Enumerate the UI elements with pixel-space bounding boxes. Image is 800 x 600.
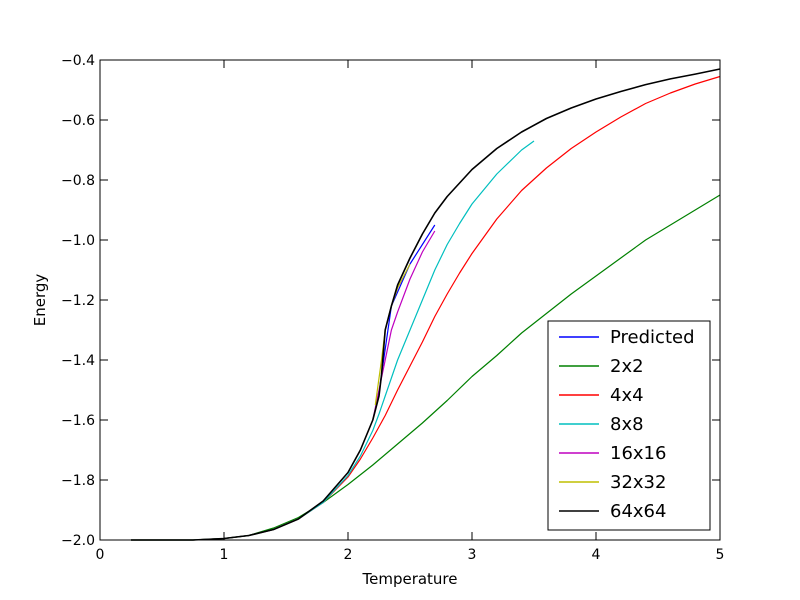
legend-box (547, 320, 711, 531)
y-tick-label: −1.4 (61, 353, 95, 369)
axes: 0 1 2 3 4 5 −2.0 −1.8 −1.6 −1.4 −1.2 −1.0 −0.8 −0.6 −0… (61, 53, 724, 563)
legend-label: 64x64 (610, 501, 666, 522)
legend-label: 4x4 (610, 385, 644, 406)
y-tick-label: −1.8 (61, 473, 95, 489)
legend-label: Predicted (610, 327, 695, 348)
x-tick-label: 0 (96, 547, 105, 563)
legend-label: 16x16 (610, 443, 666, 464)
y-tick-label: −1.6 (61, 413, 95, 429)
series-line-64x64 (131, 68, 721, 541)
y-axis-label: Energy (31, 274, 49, 327)
plot-area (131, 68, 721, 541)
legend-label: 32x32 (610, 472, 666, 493)
x-axis-label: Temperature (361, 570, 457, 588)
x-tick-label: 5 (716, 547, 725, 563)
series-line-predicted (379, 224, 436, 385)
x-tick-label: 4 (592, 547, 601, 563)
y-tick-label: −0.8 (61, 173, 95, 189)
x-tick-label: 3 (468, 547, 477, 563)
x-tick-label: 2 (344, 547, 353, 563)
legend-label: 2x2 (610, 356, 644, 377)
legend: Predicted 2x2 4x4 8x8 16x16 32x32 64x64 (547, 320, 711, 531)
y-tick-label: −0.4 (61, 53, 95, 69)
y-tick-label: −1.2 (61, 293, 95, 309)
legend-label: 8x8 (610, 414, 644, 435)
y-tick-label: −0.6 (61, 113, 95, 129)
x-tick-label: 1 (220, 547, 229, 563)
y-tick-label: −2.0 (61, 533, 95, 549)
y-tick-label: −1.0 (61, 233, 95, 249)
